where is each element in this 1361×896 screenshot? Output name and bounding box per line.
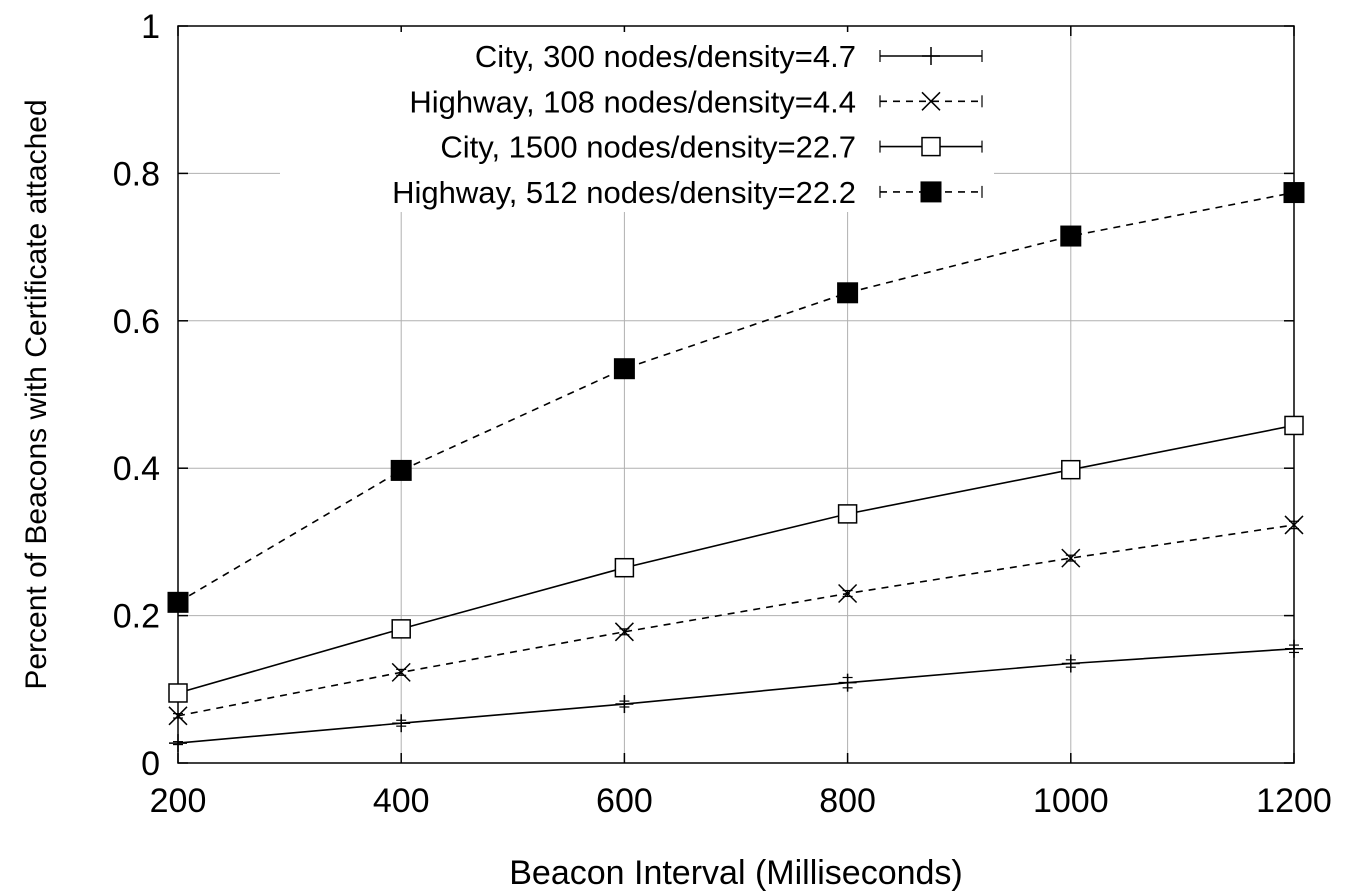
data-point <box>1283 182 1305 204</box>
legend-background <box>280 32 994 212</box>
data-point <box>168 706 188 726</box>
series-line <box>177 647 1295 744</box>
data-point <box>169 734 187 753</box>
legend-entry: City, 300 nodes/density=4.7 <box>475 39 983 74</box>
data-point <box>837 504 858 524</box>
x-tick-label: 400 <box>373 782 430 820</box>
legend-marker <box>922 47 940 65</box>
data-point <box>838 583 858 604</box>
y-tick-labels: 0 0.2 0.4 0.6 0.8 1 <box>113 8 160 783</box>
legend-label: Highway, 108 nodes/density=4.4 <box>409 84 856 119</box>
data-point <box>1060 225 1082 247</box>
x-tick-label: 600 <box>596 782 653 820</box>
series-line <box>177 524 1295 717</box>
data-point <box>392 714 411 733</box>
data-point <box>1061 654 1080 673</box>
series-line <box>177 424 1295 694</box>
series-4 <box>167 182 1305 613</box>
data-point <box>838 673 857 692</box>
y-tick-label: 0.4 <box>113 450 160 488</box>
data-point <box>615 695 634 714</box>
axis-ticks <box>177 25 1295 764</box>
legend-entry: City, 1500 nodes/density=22.7 <box>440 130 983 165</box>
data-point <box>1061 459 1081 480</box>
legend-label: City, 1500 nodes/density=22.7 <box>440 130 856 165</box>
data-point <box>614 557 635 578</box>
legend-marker <box>920 181 942 203</box>
x-tick-label: 800 <box>819 782 876 820</box>
legend-label: Highway, 512 nodes/density=22.2 <box>392 175 856 210</box>
data-point <box>390 459 412 481</box>
series-2 <box>168 515 1304 726</box>
data-point <box>391 619 411 639</box>
data-point <box>1061 548 1081 568</box>
y-axis-label: Percent of Beacons with Certificate atta… <box>20 99 53 689</box>
data-point <box>613 358 635 380</box>
y-tick-label: 0 <box>141 745 160 783</box>
series-layer <box>167 182 1305 753</box>
x-axis-label: Beacon Interval (Milliseconds) <box>509 854 963 892</box>
data-point <box>167 591 189 613</box>
data-point <box>168 683 188 703</box>
series-3 <box>168 415 1304 703</box>
legend-label: City, 300 nodes/density=4.7 <box>475 39 856 74</box>
legend-marker <box>921 136 941 157</box>
legend: City, 300 nodes/density=4.7 Highway, 108 … <box>280 32 994 212</box>
legend-entry: Highway, 512 nodes/density=22.2 <box>392 175 983 210</box>
x-tick-label: 1200 <box>1256 782 1332 820</box>
data-point <box>391 662 411 682</box>
series-1 <box>169 639 1303 753</box>
data-point <box>1284 515 1304 535</box>
legend-marker <box>921 91 941 111</box>
y-tick-label: 0.8 <box>113 155 160 193</box>
data-point <box>614 622 634 642</box>
data-point <box>1285 639 1303 658</box>
y-tick-label: 1 <box>141 8 160 46</box>
y-tick-label: 0.2 <box>113 598 160 636</box>
x-tick-labels: 200 400 600 800 1000 1200 <box>150 782 1332 820</box>
data-point <box>1284 415 1304 436</box>
data-point <box>837 282 859 304</box>
y-tick-label: 0.6 <box>113 303 160 341</box>
plot-frame <box>177 25 1295 764</box>
x-tick-label: 200 <box>150 782 207 820</box>
legend-entry: Highway, 108 nodes/density=4.4 <box>409 84 983 119</box>
x-tick-label: 1000 <box>1033 782 1109 820</box>
